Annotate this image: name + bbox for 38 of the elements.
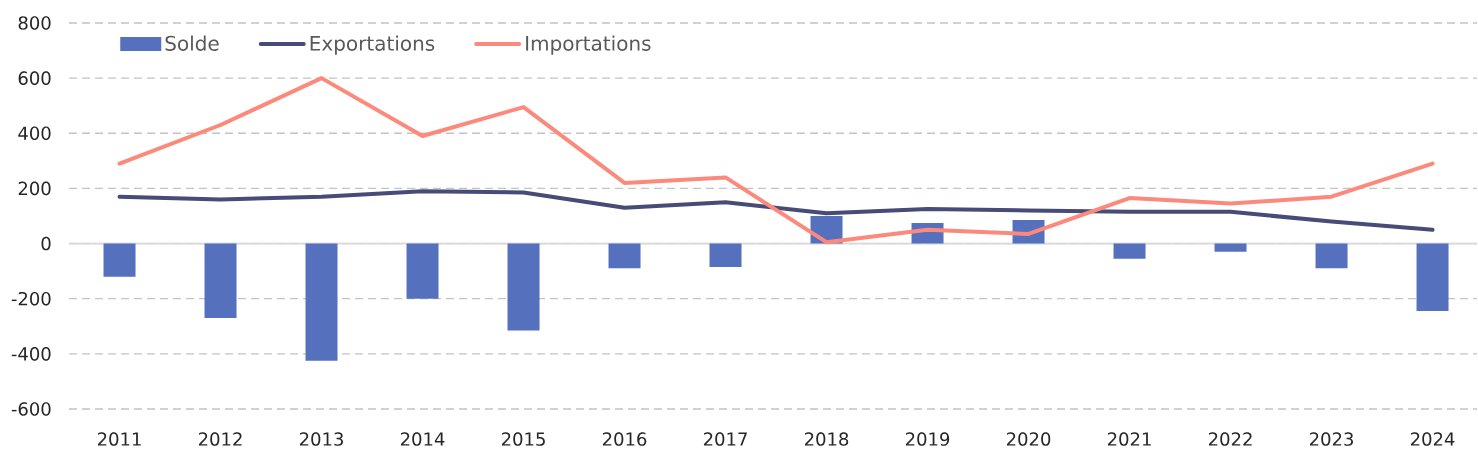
bar: [608, 243, 641, 269]
bar: [1416, 243, 1449, 312]
bar: [1214, 243, 1247, 252]
y-tick-label: -200: [11, 291, 51, 306]
x-tick-label: 2021: [1107, 432, 1151, 446]
x-tick-label: 2016: [602, 432, 647, 446]
line-series: [117, 76, 1435, 245]
bar: [709, 243, 742, 267]
bar: [103, 243, 136, 277]
legend-label: Exportations: [310, 35, 435, 55]
x-tick-label: 2023: [1309, 432, 1353, 446]
x-tick-label: 2013: [299, 432, 343, 446]
x-tick-label: 2019: [905, 432, 950, 446]
bar: [305, 243, 338, 361]
line-series: [117, 189, 1435, 232]
x-tick-label: 2011: [97, 432, 141, 446]
x-tick-label: 2015: [501, 432, 545, 446]
x-tick-label: 2012: [198, 432, 242, 446]
legend-label: Importations: [526, 35, 651, 55]
y-tick-label: 800: [18, 16, 51, 30]
y-tick-label: 600: [18, 71, 51, 85]
bar: [1315, 243, 1348, 269]
x-tick-label: 2017: [703, 432, 747, 446]
bar: [1113, 243, 1146, 259]
x-tick-label: 2022: [1208, 432, 1252, 446]
bar: [204, 243, 237, 318]
x-tick-label: 2024: [1410, 432, 1455, 446]
x-tick-label: 2020: [1006, 432, 1051, 446]
y-tick-label: 0: [41, 236, 51, 251]
bar: [406, 243, 439, 299]
y-tick-label: 400: [18, 126, 51, 141]
bar: [507, 243, 540, 331]
y-tick-label: -600: [11, 402, 51, 416]
legend-label: Solde: [165, 35, 219, 51]
y-tick-label: -400: [11, 347, 51, 361]
x-tick-label: 2018: [804, 432, 849, 446]
x-tick-label: 2014: [400, 432, 445, 446]
y-tick-label: 200: [18, 181, 51, 196]
